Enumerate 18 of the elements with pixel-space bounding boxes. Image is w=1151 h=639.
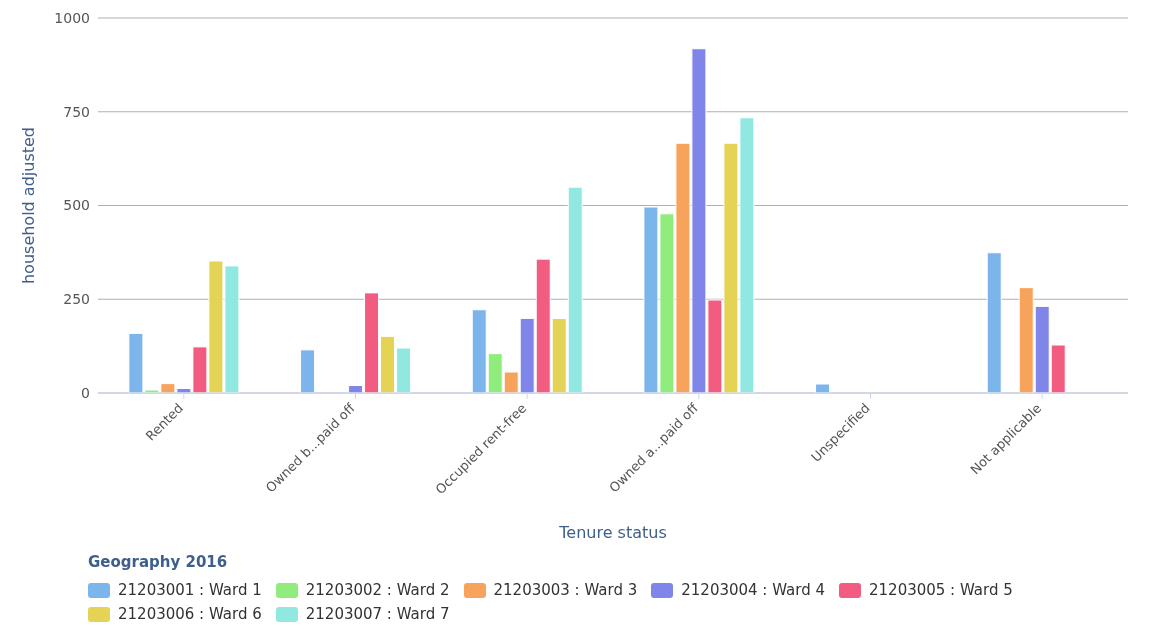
legend-label: 21203007 : Ward 7 [304, 605, 450, 623]
legend-label: 21203002 : Ward 2 [304, 581, 450, 599]
bar [986, 252, 1002, 393]
legend-title: Geography 2016 [88, 553, 229, 571]
y-tick-label: 250 [63, 291, 90, 308]
legend-label: 21203001 : Ward 1 [117, 581, 262, 599]
x-axis-title: Tenure status [558, 523, 667, 542]
bar [300, 349, 316, 393]
legend-label: 21203003 : Ward 3 [492, 581, 638, 599]
y-tick-label: 500 [63, 197, 90, 214]
y-tick-label: 1000 [54, 9, 90, 26]
legend-label: 21203004 : Ward 4 [680, 581, 825, 599]
y-tick-label: 750 [63, 103, 90, 120]
y-tick-label: 0 [81, 384, 90, 401]
y-axis-title: household adjusted [18, 126, 38, 285]
legend-label: 21203006 : Ward 6 [117, 605, 262, 623]
legend-label: 21203005 : Ward 5 [868, 581, 1013, 599]
bar [815, 383, 831, 393]
